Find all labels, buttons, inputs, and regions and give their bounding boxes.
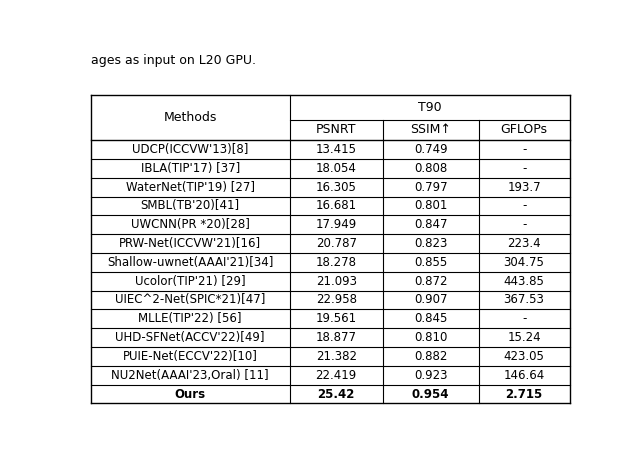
Text: 18.877: 18.877 [316, 331, 356, 344]
Text: PSNRT: PSNRT [316, 123, 356, 137]
Text: 146.64: 146.64 [504, 369, 545, 382]
Text: T90: T90 [418, 101, 442, 114]
Text: 2.715: 2.715 [506, 388, 543, 400]
Text: 0.872: 0.872 [414, 275, 447, 288]
Text: UDCP(ICCVW'13)[8]: UDCP(ICCVW'13)[8] [132, 143, 248, 156]
Text: 304.75: 304.75 [504, 256, 545, 269]
Text: 17.949: 17.949 [316, 218, 357, 231]
Text: 223.4: 223.4 [508, 237, 541, 250]
Text: 0.954: 0.954 [412, 388, 449, 400]
Text: 18.278: 18.278 [316, 256, 356, 269]
Text: 0.823: 0.823 [414, 237, 447, 250]
Text: 15.24: 15.24 [508, 331, 541, 344]
Text: 367.53: 367.53 [504, 293, 545, 306]
Text: -: - [522, 199, 526, 212]
Text: 21.382: 21.382 [316, 350, 356, 363]
Text: PRW-Net(ICCVW'21)[16]: PRW-Net(ICCVW'21)[16] [119, 237, 261, 250]
Text: 443.85: 443.85 [504, 275, 545, 288]
Text: MLLE(TIP'22) [56]: MLLE(TIP'22) [56] [138, 312, 242, 326]
Text: PUIE-Net(ECCV'22)[10]: PUIE-Net(ECCV'22)[10] [123, 350, 258, 363]
Text: 16.305: 16.305 [316, 181, 356, 194]
Text: UIEC^2-Net(SPIC*21)[47]: UIEC^2-Net(SPIC*21)[47] [115, 293, 266, 306]
Text: 19.561: 19.561 [316, 312, 356, 326]
Text: UHD-SFNet(ACCV'22)[49]: UHD-SFNet(ACCV'22)[49] [115, 331, 265, 344]
Text: 423.05: 423.05 [504, 350, 545, 363]
Text: 22.419: 22.419 [316, 369, 357, 382]
Text: 0.801: 0.801 [414, 199, 447, 212]
Text: 0.797: 0.797 [414, 181, 447, 194]
Text: 0.907: 0.907 [414, 293, 447, 306]
Text: 22.958: 22.958 [316, 293, 356, 306]
Text: -: - [522, 312, 526, 326]
Text: 0.808: 0.808 [414, 162, 447, 175]
Text: 16.681: 16.681 [316, 199, 356, 212]
Text: 0.855: 0.855 [414, 256, 447, 269]
Text: 21.093: 21.093 [316, 275, 356, 288]
Text: 0.845: 0.845 [414, 312, 447, 326]
Text: Shallow-uwnet(AAAI'21)[34]: Shallow-uwnet(AAAI'21)[34] [107, 256, 273, 269]
Text: 0.749: 0.749 [414, 143, 447, 156]
Text: -: - [522, 162, 526, 175]
Text: SMBL(TB'20)[41]: SMBL(TB'20)[41] [141, 199, 240, 212]
Text: Methods: Methods [164, 111, 217, 124]
Text: Ucolor(TIP'21) [29]: Ucolor(TIP'21) [29] [135, 275, 246, 288]
Text: -: - [522, 218, 526, 231]
Text: 0.847: 0.847 [414, 218, 447, 231]
Text: WaterNet(TIP'19) [27]: WaterNet(TIP'19) [27] [125, 181, 255, 194]
Text: 20.787: 20.787 [316, 237, 356, 250]
Text: 0.882: 0.882 [414, 350, 447, 363]
Text: UWCNN(PR *20)[28]: UWCNN(PR *20)[28] [131, 218, 250, 231]
Text: 25.42: 25.42 [317, 388, 355, 400]
Text: IBLA(TIP'17) [37]: IBLA(TIP'17) [37] [141, 162, 240, 175]
Text: 193.7: 193.7 [508, 181, 541, 194]
Text: GFLOPs: GFLOPs [500, 123, 548, 137]
Text: NU2Net(AAAI'23,Oral) [11]: NU2Net(AAAI'23,Oral) [11] [111, 369, 269, 382]
Text: ages as input on L20 GPU.: ages as input on L20 GPU. [91, 54, 256, 67]
Text: 13.415: 13.415 [316, 143, 356, 156]
Text: SSIM↑: SSIM↑ [410, 123, 451, 137]
Text: 18.054: 18.054 [316, 162, 356, 175]
Text: -: - [522, 143, 526, 156]
Text: Ours: Ours [175, 388, 206, 400]
Text: 0.923: 0.923 [414, 369, 447, 382]
Text: 0.810: 0.810 [414, 331, 447, 344]
